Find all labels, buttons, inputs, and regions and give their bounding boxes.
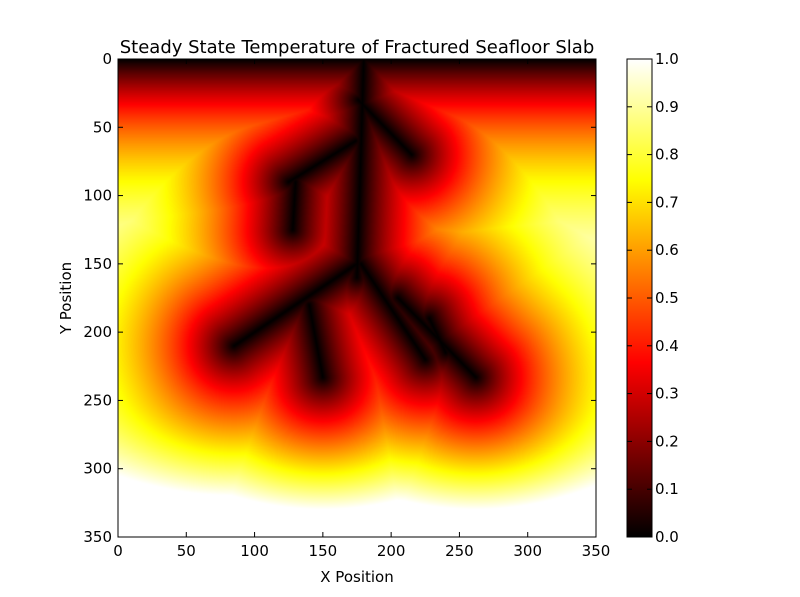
colorbar-tick-label: 0.7 bbox=[655, 193, 679, 211]
colorbar-tick-label: 0.4 bbox=[655, 337, 679, 355]
colorbar-tick-label: 0.0 bbox=[655, 528, 679, 546]
colorbar-tick-label: 0.1 bbox=[655, 480, 679, 498]
x-axis: 0 50 100 150 200 250 300 350 bbox=[113, 59, 610, 560]
colorbar-ticks: 0.0 0.1 0.2 0.3 0.4 0.5 0.6 0.7 0.8 0.9 1.0 bbox=[627, 50, 679, 546]
y-axis-label: Y Position bbox=[57, 262, 75, 335]
x-axis-label: X Position bbox=[320, 568, 393, 586]
y-tick-label: 200 bbox=[83, 323, 112, 341]
y-tick-label: 50 bbox=[93, 118, 112, 136]
y-tick-label: 100 bbox=[83, 187, 112, 205]
x-tick-label: 50 bbox=[177, 542, 196, 560]
y-tick-label: 150 bbox=[83, 255, 112, 273]
chart-title: Steady State Temperature of Fractured Se… bbox=[120, 37, 595, 58]
colorbar-tick-label: 0.6 bbox=[655, 241, 679, 259]
y-axis: 0 50 100 150 200 250 300 350 bbox=[83, 50, 596, 546]
colorbar-tick-label: 1.0 bbox=[655, 50, 679, 68]
colorbar-tick-label: 0.8 bbox=[655, 146, 679, 164]
heatmap-image bbox=[118, 59, 596, 537]
colorbar-tick-label: 0.2 bbox=[655, 432, 679, 450]
x-tick-label: 100 bbox=[240, 542, 269, 560]
colorbar-tick-label: 0.9 bbox=[655, 98, 679, 116]
y-tick-label: 250 bbox=[83, 391, 112, 409]
x-tick-label: 300 bbox=[513, 542, 542, 560]
plot-area bbox=[117, 58, 597, 538]
x-tick-label: 0 bbox=[113, 542, 123, 560]
plot-frame bbox=[117, 58, 597, 538]
x-tick-label: 150 bbox=[309, 542, 338, 560]
x-tick-label: 200 bbox=[377, 542, 406, 560]
colorbar-tick-label: 0.5 bbox=[655, 289, 679, 307]
y-tick-label: 300 bbox=[83, 460, 112, 478]
y-tick-label: 0 bbox=[102, 50, 112, 68]
y-tick-label: 350 bbox=[83, 528, 112, 546]
colorbar-tick-label: 0.3 bbox=[655, 385, 679, 403]
x-tick-label: 250 bbox=[445, 542, 474, 560]
x-tick-label: 350 bbox=[582, 542, 611, 560]
